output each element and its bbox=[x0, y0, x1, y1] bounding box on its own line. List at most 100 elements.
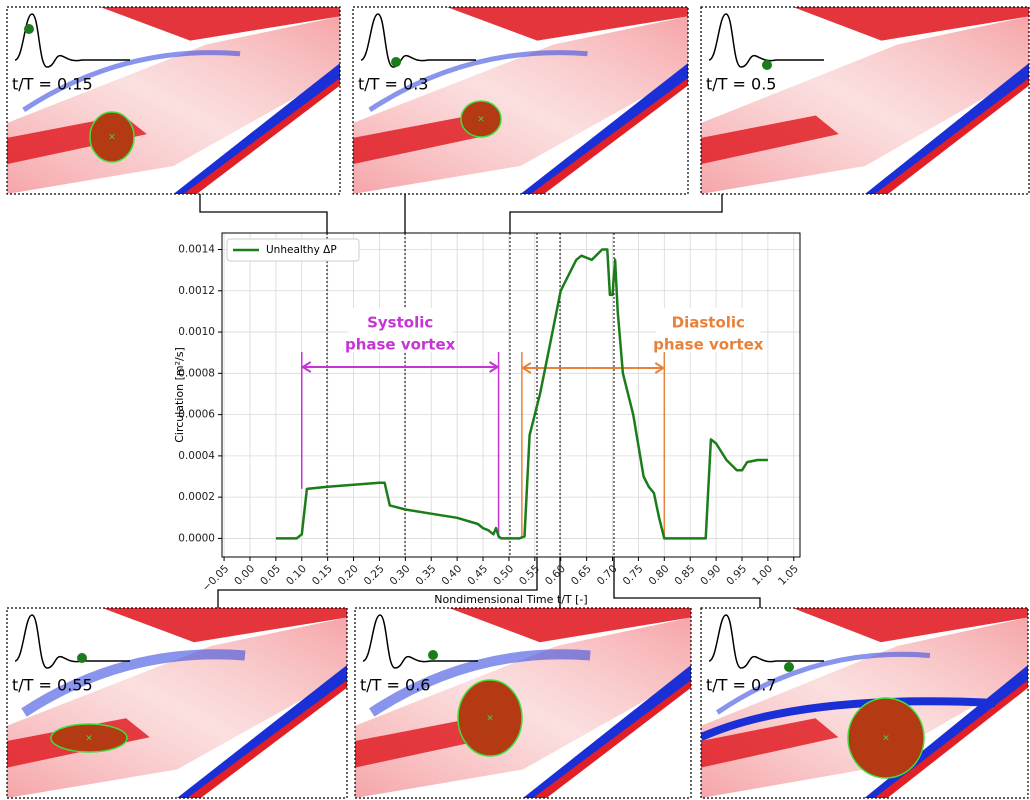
panels: × t/T = 0.15 × t/T = 0.3 t/T = 0.5 × t/T = 0.5… bbox=[6, 6, 1030, 799]
plot-frame bbox=[221, 232, 801, 558]
span-label-bg bbox=[348, 308, 453, 352]
y-tick-label: 0.0014 bbox=[178, 244, 215, 256]
panel-label: t/T = 0.7 bbox=[706, 676, 776, 695]
flow-panel: t/T = 0.5 bbox=[700, 6, 1030, 195]
arrowhead bbox=[300, 361, 312, 373]
arrowhead bbox=[520, 362, 532, 374]
jet bbox=[353, 115, 494, 165]
upper-wall bbox=[100, 7, 340, 41]
flow-panel: × t/T = 0.15 bbox=[6, 6, 341, 195]
lower-wall-blue bbox=[173, 63, 340, 194]
panel-label: t/T = 0.3 bbox=[358, 75, 428, 94]
upper-wall bbox=[792, 7, 1029, 41]
flow-field bbox=[701, 7, 1029, 194]
jet bbox=[701, 718, 839, 768]
flow-wash bbox=[355, 617, 691, 798]
jet bbox=[701, 115, 839, 165]
arrowhead bbox=[654, 362, 666, 374]
panel-label: t/T = 0.6 bbox=[360, 676, 430, 695]
panel-frame bbox=[354, 607, 692, 799]
phase-dot bbox=[762, 60, 772, 70]
x-tick-label: 0.35 bbox=[413, 563, 438, 588]
x-tick-label: 0.05 bbox=[258, 563, 283, 588]
vortex-center: × bbox=[486, 714, 494, 724]
x-tick-label: 0.80 bbox=[647, 563, 672, 588]
shear-layer bbox=[368, 50, 588, 112]
flow-field: × bbox=[355, 608, 691, 798]
span-label: phase vortex bbox=[653, 336, 764, 354]
phase-dot bbox=[391, 57, 401, 67]
lower-wall-blue bbox=[523, 665, 691, 798]
flow-panel: × t/T = 0.7 bbox=[700, 607, 1029, 799]
panel-frame bbox=[700, 6, 1030, 195]
flow-panel: × t/T = 0.6 bbox=[354, 607, 692, 799]
vortex-center: × bbox=[85, 734, 93, 744]
upper-wall bbox=[792, 608, 1028, 643]
vortex-core bbox=[457, 679, 523, 757]
upper-wall bbox=[102, 608, 347, 643]
phase-dot bbox=[784, 662, 794, 672]
x-axis-label: Nondimensional Time t/T [-] bbox=[434, 593, 587, 606]
x-tick-label: 0.55 bbox=[517, 563, 542, 588]
shear-layer bbox=[369, 649, 591, 717]
waveform bbox=[14, 13, 130, 68]
x-tick-label: 0.30 bbox=[388, 563, 413, 588]
phase-dot bbox=[24, 24, 34, 34]
panel-label: t/T = 0.15 bbox=[12, 75, 93, 94]
shear-layer bbox=[22, 50, 241, 112]
flow-field: × bbox=[701, 608, 1028, 798]
x-tick-label: 0.15 bbox=[310, 563, 335, 588]
flow-field: × bbox=[7, 608, 347, 798]
vortex-core bbox=[89, 111, 135, 163]
legend: Unhealthy ΔP bbox=[226, 238, 360, 262]
flow-wash bbox=[353, 16, 688, 194]
vortex-core bbox=[460, 100, 502, 138]
lower-wall-blue bbox=[177, 665, 347, 798]
x-tick-label: 0.60 bbox=[543, 563, 568, 588]
span-label: Diastolic bbox=[672, 314, 745, 332]
lower-wall-red bbox=[183, 78, 340, 194]
vortex-core bbox=[50, 723, 128, 753]
panel-frame bbox=[6, 607, 348, 799]
flow-wash bbox=[7, 617, 347, 798]
lower-wall-red bbox=[530, 78, 688, 194]
upper-wall bbox=[449, 608, 691, 643]
x-tick-label: 0.45 bbox=[465, 563, 490, 588]
y-tick-label: 0.0008 bbox=[178, 367, 215, 379]
panel-label: t/T = 0.55 bbox=[12, 676, 93, 695]
x-tick-label: 0.20 bbox=[336, 563, 361, 588]
y-tick-label: 0.0006 bbox=[178, 409, 215, 421]
x-tick-label: 0.70 bbox=[595, 563, 620, 588]
waveform bbox=[14, 614, 130, 669]
legend-box bbox=[226, 238, 360, 262]
panel-label: t/T = 0.5 bbox=[706, 75, 776, 94]
y-tick-label: 0.0004 bbox=[178, 450, 215, 462]
flow-wash bbox=[701, 16, 1029, 194]
phase-dot bbox=[428, 650, 438, 660]
flow-panel: × t/T = 0.3 bbox=[352, 6, 689, 195]
waveform bbox=[708, 614, 824, 669]
x-tick-label: 0.40 bbox=[439, 563, 464, 588]
flow-panel: × t/T = 0.55 bbox=[6, 607, 348, 799]
chart: −0.05 0.00 0.05 0.10 0.15 0.20 0.25 0.30 0.35 0.4… bbox=[173, 232, 801, 606]
flow-field: × bbox=[353, 7, 688, 194]
x-tick-label: 0.50 bbox=[491, 563, 516, 588]
shear-layer bbox=[701, 697, 996, 741]
y-axis-label: Circulation [m²/s] bbox=[173, 347, 186, 443]
series-line bbox=[275, 248, 768, 540]
y-tick-label: 0.0012 bbox=[178, 285, 215, 297]
x-tick-label: 0.10 bbox=[284, 563, 309, 588]
vortex-core bbox=[847, 697, 925, 779]
phase-dot bbox=[77, 653, 87, 663]
x-tick-label: 0.00 bbox=[232, 563, 257, 588]
y-tick-label: 0.0000 bbox=[178, 532, 215, 544]
span-label-bg bbox=[656, 308, 761, 352]
vortex-center: × bbox=[477, 115, 485, 125]
flow-field: × bbox=[7, 7, 340, 194]
lower-wall-blue bbox=[520, 63, 688, 194]
panel-frame bbox=[352, 6, 689, 195]
y-tick-label: 0.0002 bbox=[178, 491, 215, 503]
y-tick-label: 0.0010 bbox=[178, 326, 215, 338]
waveform bbox=[708, 13, 824, 68]
